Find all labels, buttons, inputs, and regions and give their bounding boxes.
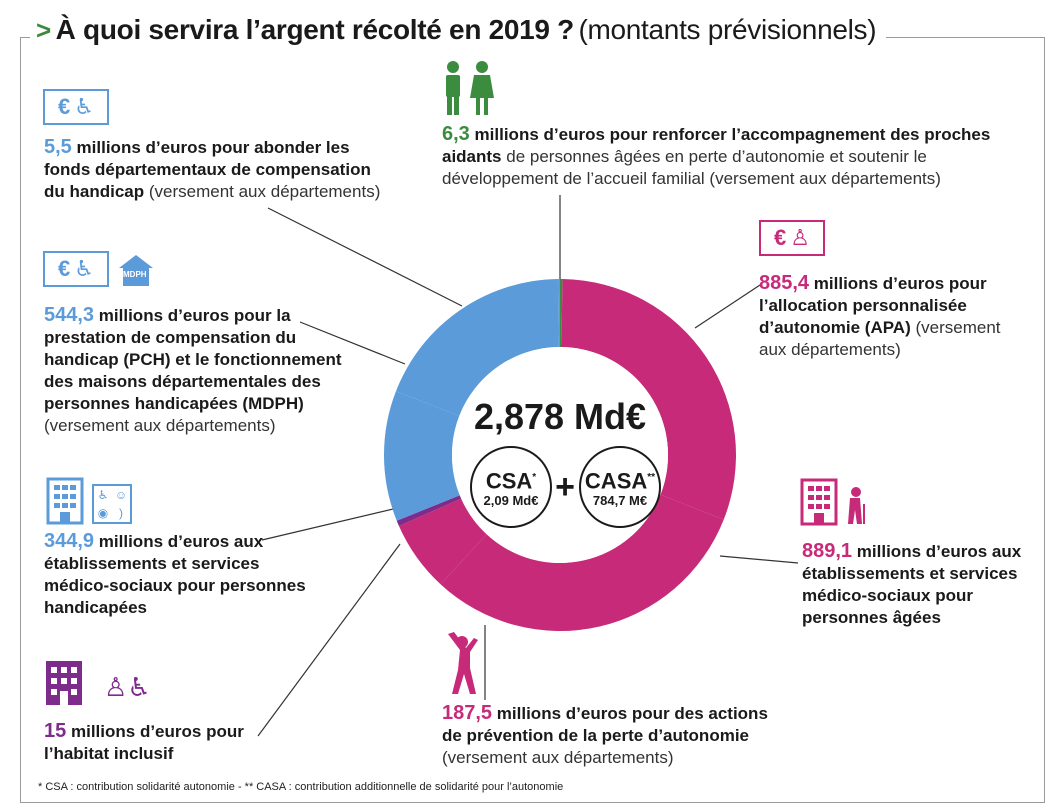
- euro-handicap-icon: € ♿: [43, 89, 109, 125]
- building-elderly-icon: [800, 478, 872, 526]
- donut-slice-1: [561, 279, 737, 520]
- caregivers-icon: [440, 60, 500, 116]
- exercise-icon: [440, 630, 484, 696]
- text-apa: millions d’euros pour l’allocation perso…: [759, 274, 987, 337]
- euro-elderly-icon: € ♙: [759, 220, 825, 256]
- wheelchair-icon: ♿: [74, 256, 94, 281]
- leader-lines: [257, 195, 799, 737]
- wheelchair-icon: ♿: [97, 488, 109, 502]
- text-habitat: millions d’euros pour l’habitat inclusif: [44, 722, 244, 763]
- leader-line-apa: [694, 284, 761, 329]
- block-habitat: 15 millions d’euros pour l’habitat inclu…: [44, 720, 264, 765]
- donut-slice-5: [384, 391, 460, 521]
- text-prevention: millions d’euros pour des actions de pré…: [442, 704, 768, 745]
- note-aidants: de personnes âgées en perte d’autonomie …: [442, 147, 941, 188]
- leader-line-etab-pa: [719, 555, 799, 564]
- casa-star: **: [647, 472, 656, 483]
- building-icon-blue: [46, 477, 84, 525]
- value-apa: 885,4: [759, 272, 810, 294]
- donut-slice-4: [396, 495, 462, 527]
- euro-icon: €: [774, 225, 787, 250]
- mdph-label: MDPH: [123, 270, 147, 279]
- donut-slice-0: [560, 279, 563, 348]
- leader-line-habitat: [257, 543, 401, 737]
- plus-sign: +: [555, 468, 575, 506]
- donut-slice-2: [440, 494, 724, 632]
- total-label: 2,878 Md€: [473, 396, 647, 437]
- elderly-wheelchair-icon: ♙♿: [104, 672, 151, 703]
- csa-block: CSA* 2,09 Md€: [471, 466, 551, 509]
- disability-types-icon: ♿ ☺ ◉): [92, 484, 132, 524]
- csa-value: 2,09 Md€: [483, 493, 539, 509]
- head-icon: ☺: [114, 488, 128, 502]
- donut-slice-7: [557, 279, 560, 348]
- note-fonds: (versement aux départements): [148, 182, 381, 201]
- leader-line-etab-ph: [261, 504, 411, 541]
- title-subtitle: (montants prévisionnels): [578, 14, 877, 45]
- casa-label: CASA: [584, 468, 648, 494]
- text-fonds: millions d’euros pour abonder les fonds …: [44, 138, 371, 201]
- building-icon-purple: [44, 657, 104, 707]
- casa-circle: [579, 446, 661, 528]
- value-pch: 544,3: [44, 304, 95, 326]
- euro-icon: €: [58, 256, 71, 281]
- donut-slice-6: [395, 279, 559, 416]
- page-title: > À quoi servira l’argent récolté en 201…: [30, 14, 887, 46]
- value-habitat: 15: [44, 720, 67, 742]
- chevron-right-icon: >: [36, 15, 52, 45]
- value-etab-ph: 344,9: [44, 530, 95, 552]
- block-etab-pa: 889,1 millions d’euros aux établissement…: [802, 540, 1022, 629]
- leader-line-fonds: [267, 207, 463, 307]
- text-aidants: millions d’euros pour renforcer l’accomp…: [442, 125, 991, 166]
- casa-block: CASA** 784,7 M€: [580, 466, 660, 509]
- value-aidants: 6,3: [442, 123, 470, 145]
- block-etab-ph: 344,9 millions d’euros aux établissement…: [44, 530, 314, 619]
- mdph-house-icon: MDPH: [117, 252, 155, 288]
- eye-icon: ◉: [97, 506, 109, 520]
- csa-circle: [470, 446, 552, 528]
- text-pch: millions d’euros pour la prestation de c…: [44, 306, 342, 413]
- donut-slice-3: [398, 498, 487, 585]
- block-prevention: 187,5 millions d’euros pour des actions …: [442, 702, 792, 769]
- text-etab-ph: millions d’euros aux établissements et s…: [44, 532, 306, 617]
- wheelchair-icon: ♿: [127, 672, 151, 702]
- csa-label: CSA: [485, 468, 533, 494]
- block-fonds: 5,5 millions d’euros pour abonder les fo…: [44, 136, 384, 203]
- elderly-person-icon: ♙: [104, 672, 128, 702]
- csa-star: *: [532, 472, 537, 483]
- value-fonds: 5,5: [44, 136, 72, 158]
- leader-line-pch: [299, 321, 406, 365]
- value-etab-pa: 889,1: [802, 540, 853, 562]
- block-aidants: 6,3 millions d’euros pour renforcer l’ac…: [442, 123, 1002, 190]
- title-main: À quoi servira l’argent récolté en 2019 …: [55, 14, 575, 45]
- casa-value: 784,7 M€: [592, 493, 648, 509]
- euro-icon: €: [58, 94, 71, 119]
- footnote: * CSA : contribution solidarité autonomi…: [38, 781, 564, 793]
- wheelchair-icon: ♿: [74, 94, 94, 119]
- text-etab-pa: millions d’euros aux établissements et s…: [802, 542, 1022, 627]
- euro-handicap-icon-2: € ♿: [43, 251, 109, 287]
- value-prevention: 187,5: [442, 702, 493, 724]
- note-prevention: (versement aux départements): [442, 748, 674, 767]
- block-apa: 885,4 millions d’euros pour l’allocation…: [759, 272, 1009, 361]
- note-pch: (versement aux départements): [44, 416, 276, 435]
- note-apa: (versement aux départements): [759, 318, 1001, 359]
- ear-icon: ): [119, 506, 123, 520]
- block-pch: 544,3 millions d’euros pour la prestatio…: [44, 304, 374, 437]
- elderly-person-icon: ♙: [790, 225, 810, 250]
